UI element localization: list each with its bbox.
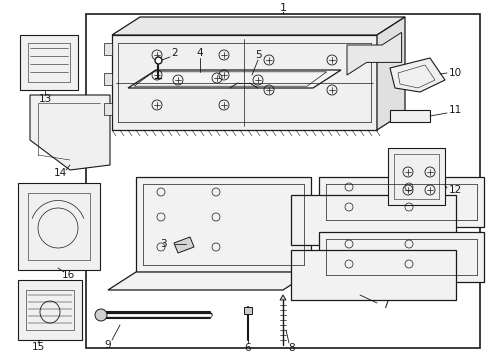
Text: 3: 3 (160, 239, 166, 249)
Polygon shape (20, 35, 78, 90)
Polygon shape (18, 183, 100, 270)
Polygon shape (104, 73, 112, 85)
Polygon shape (112, 17, 405, 35)
Polygon shape (108, 272, 311, 290)
Polygon shape (390, 110, 430, 122)
Polygon shape (128, 70, 341, 88)
Text: 15: 15 (31, 342, 45, 352)
Text: 7: 7 (382, 300, 388, 310)
Polygon shape (291, 250, 456, 300)
Polygon shape (388, 148, 445, 205)
Polygon shape (244, 307, 252, 314)
Text: 5: 5 (255, 50, 261, 60)
Text: 16: 16 (61, 270, 74, 280)
Polygon shape (18, 280, 82, 340)
Text: 4: 4 (196, 48, 203, 58)
Polygon shape (86, 14, 480, 348)
Polygon shape (319, 232, 484, 282)
Text: 14: 14 (53, 168, 67, 178)
Text: 2: 2 (172, 48, 178, 58)
Polygon shape (280, 295, 286, 300)
Polygon shape (174, 237, 194, 253)
Text: 1: 1 (279, 3, 287, 13)
Text: 11: 11 (448, 105, 462, 115)
Polygon shape (136, 177, 311, 272)
Polygon shape (104, 43, 112, 55)
Text: 6: 6 (245, 343, 251, 353)
Polygon shape (319, 177, 484, 227)
Polygon shape (390, 58, 445, 92)
Polygon shape (104, 103, 112, 115)
Polygon shape (30, 95, 110, 170)
Text: 8: 8 (289, 343, 295, 353)
Text: 10: 10 (448, 68, 462, 78)
Polygon shape (291, 195, 456, 245)
Text: 13: 13 (38, 94, 51, 104)
Polygon shape (377, 17, 405, 130)
Polygon shape (347, 32, 402, 75)
Circle shape (95, 309, 107, 321)
Text: 9: 9 (105, 340, 111, 350)
Text: 12: 12 (448, 185, 462, 195)
Polygon shape (112, 35, 377, 130)
